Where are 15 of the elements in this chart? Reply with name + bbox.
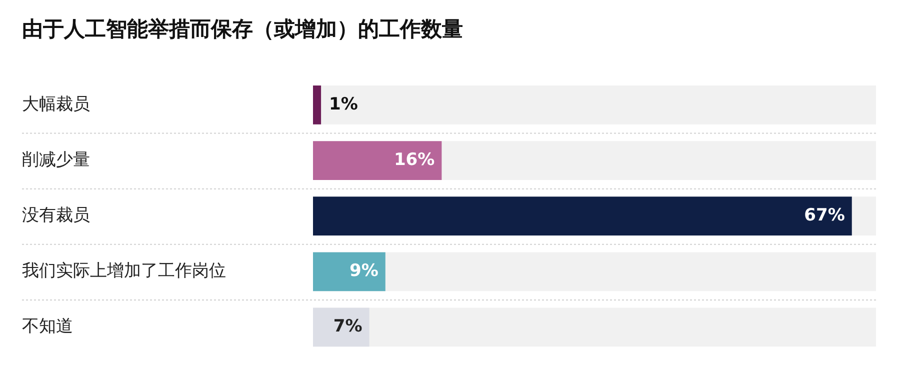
y-tick-label: 没有裁员 [22, 206, 90, 226]
chart-title: 由于人工智能举措而保存（或增加）的工作数量 [22, 17, 463, 42]
data-label: 16% [394, 150, 435, 170]
data-label: 67% [804, 206, 845, 226]
y-tick-label: 大幅裁员 [22, 94, 90, 114]
y-tick-label: 不知道 [22, 316, 73, 337]
y-tick-label: 削减少量 [22, 150, 90, 170]
data-label: 1% [329, 94, 358, 114]
bar [313, 141, 442, 180]
data-label: 9% [350, 261, 378, 282]
data-label: 7% [333, 316, 362, 337]
y-tick-label: 我们实际上增加了工作岗位 [22, 261, 226, 282]
bar [313, 308, 370, 347]
bar [313, 252, 386, 292]
bar [313, 86, 322, 124]
